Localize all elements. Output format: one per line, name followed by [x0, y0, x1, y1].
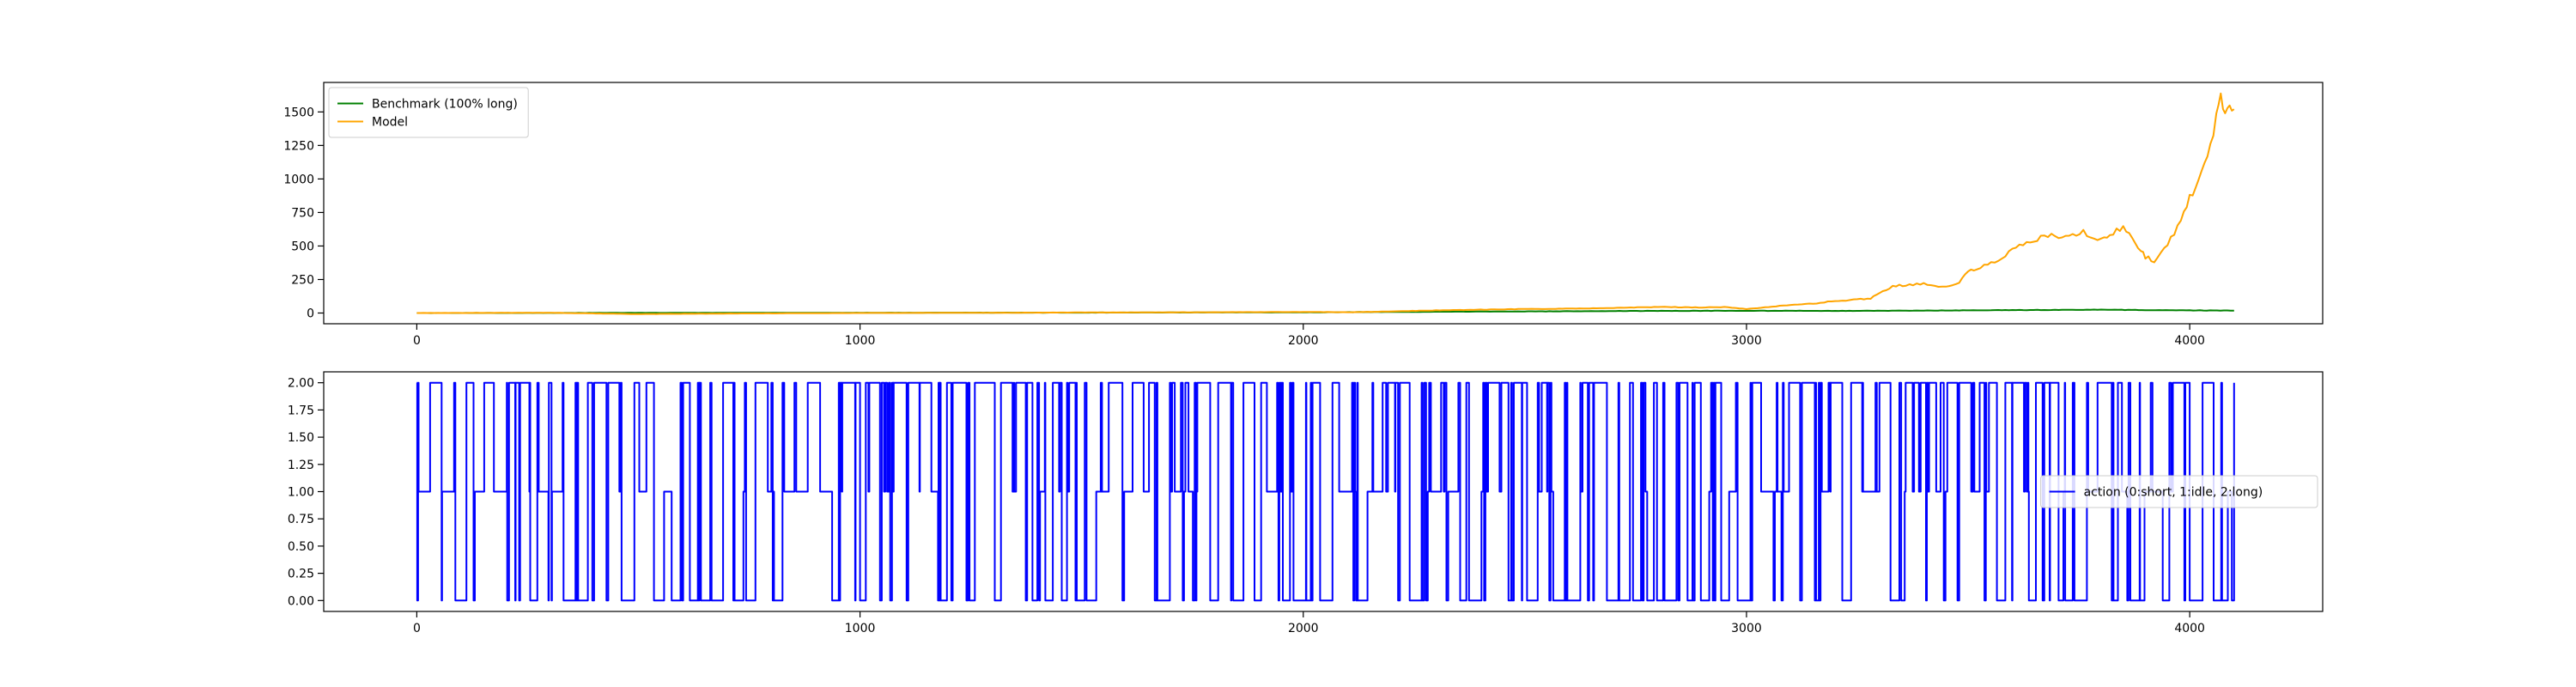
series-line-0 — [416, 381, 2235, 602]
y-tick-label: 1.25 — [288, 459, 314, 472]
y-tick-label: 250 — [291, 273, 314, 287]
axes-frame — [323, 371, 2324, 612]
x-tick-label: 4000 — [2174, 622, 2205, 635]
legend: action (0:short, 1:idle, 2:long) — [2040, 475, 2318, 508]
y-tick-label: 2.00 — [288, 377, 314, 391]
x-tick-label: 1000 — [845, 334, 876, 348]
y-tick-label: 1500 — [283, 106, 314, 119]
x-tick-label: 3000 — [1731, 334, 1762, 348]
legend-box — [2040, 475, 2318, 508]
y-tick-label: 0.00 — [288, 594, 314, 608]
action-chart-panel: 0 1000 2000 3000 4000 0.00 0.25 0.50 0.75 1.00 1.2… — [288, 371, 2324, 635]
series-group — [416, 381, 2235, 602]
axes-frame — [323, 82, 2324, 325]
x-tick-label: 3000 — [1731, 622, 1762, 635]
y-tick-label: 750 — [291, 206, 314, 220]
series-line-1 — [416, 92, 2235, 315]
y-tick-label: 500 — [291, 240, 314, 253]
y-tick-label: 1.00 — [288, 486, 314, 500]
x-tick-label: 4000 — [2174, 334, 2205, 348]
y-tick-label: 1000 — [283, 173, 314, 186]
y-tick-label: 0 — [307, 307, 314, 321]
y-tick-label: 1.50 — [288, 431, 314, 445]
legend-label: Benchmark (100% long) — [372, 98, 518, 112]
series-group — [416, 92, 2235, 315]
x-tick-label: 2000 — [1288, 622, 1319, 635]
legend: Benchmark (100% long) Model — [328, 87, 529, 138]
y-tick-label: 1.75 — [288, 404, 314, 417]
x-tick-label: 0 — [413, 334, 421, 348]
legend-label: action (0:short, 1:idle, 2:long) — [2084, 486, 2263, 500]
y-tick-label: 0.25 — [288, 568, 314, 581]
y-tick-label: 1250 — [283, 139, 314, 153]
legend-label: Model — [372, 116, 408, 130]
y-tick-label: 0.75 — [288, 513, 314, 526]
legend-box — [328, 87, 529, 138]
y-tick-label: 0.50 — [288, 540, 314, 554]
x-tick-label: 0 — [413, 622, 421, 635]
x-tick-label: 1000 — [845, 622, 876, 635]
equity-chart-panel: 0 1000 2000 3000 4000 0 250 500 750 1000 1250 1500 B… — [283, 82, 2324, 348]
x-tick-label: 2000 — [1288, 334, 1319, 348]
